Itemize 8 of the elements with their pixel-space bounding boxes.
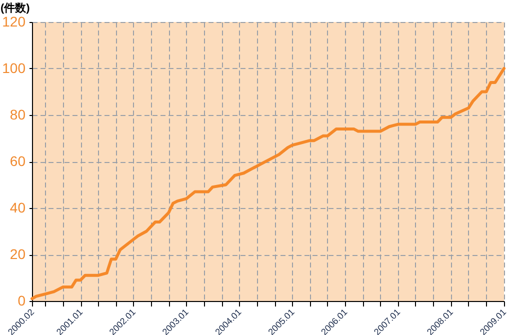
y-tick-label: 40 — [10, 200, 26, 216]
y-tick-label: 120 — [2, 14, 26, 30]
y-tick-label: 80 — [10, 106, 26, 122]
y-tick-label: 60 — [10, 153, 26, 169]
y-tick-label: 0 — [18, 292, 26, 308]
y-axis-title: (件数) — [0, 2, 30, 14]
y-tick-label: 20 — [10, 246, 26, 262]
y-tick-label: 100 — [2, 60, 26, 76]
